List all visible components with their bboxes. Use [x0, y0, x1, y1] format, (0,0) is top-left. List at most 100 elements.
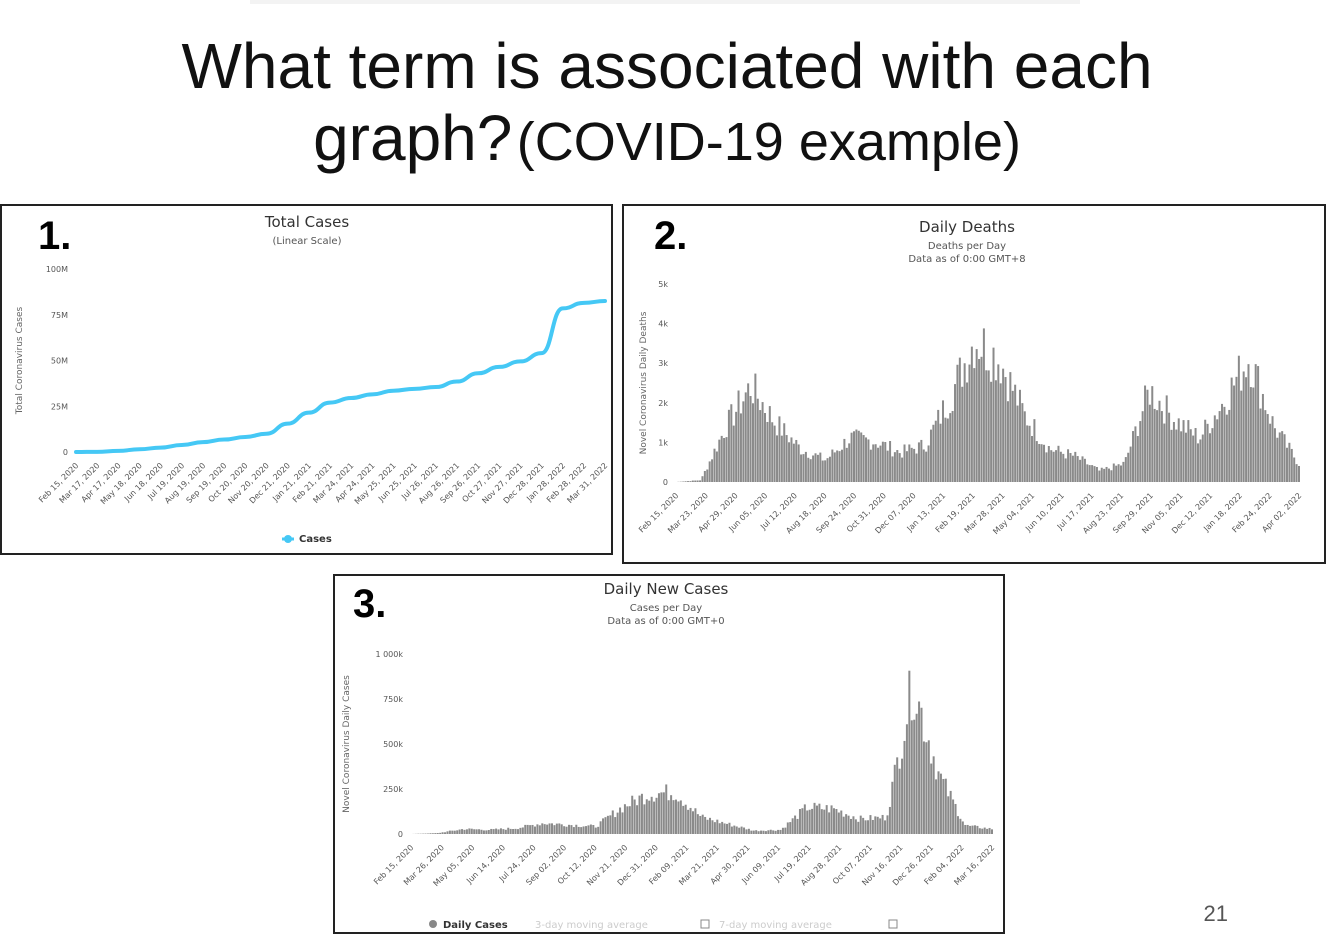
daily-bar	[812, 455, 814, 482]
daily-bar	[1195, 428, 1197, 482]
daily-bar	[677, 801, 679, 834]
daily-bar	[1065, 458, 1067, 482]
daily-bar	[829, 457, 831, 482]
daily-bar	[766, 422, 768, 482]
daily-bar	[990, 382, 992, 482]
daily-bar	[1240, 391, 1242, 482]
daily-bar	[1084, 459, 1086, 482]
daily-bar	[1120, 465, 1122, 482]
slide-title: What term is associated with each graph?…	[0, 30, 1334, 192]
daily-bar	[748, 829, 750, 834]
daily-bar	[954, 384, 956, 482]
daily-bar	[1187, 420, 1189, 482]
daily-bar	[1226, 415, 1228, 482]
daily-bar	[437, 833, 439, 834]
daily-bar	[918, 442, 920, 482]
daily-bar	[891, 782, 893, 834]
daily-bar	[1238, 356, 1240, 482]
daily-bar	[709, 461, 711, 482]
daily-bar	[692, 811, 694, 834]
daily-bar	[621, 812, 623, 834]
y-axis-label: Novel Coronavirus Daily Cases	[342, 675, 352, 813]
daily-bar	[466, 829, 468, 834]
daily-bar	[1024, 411, 1026, 482]
daily-bar	[1221, 404, 1223, 482]
daily-bar	[833, 808, 835, 834]
daily-bar	[1053, 452, 1055, 482]
daily-bar	[723, 438, 725, 482]
daily-bar	[877, 448, 879, 482]
daily-bar	[967, 825, 969, 834]
daily-bar	[762, 402, 764, 482]
daily-bar	[745, 829, 747, 834]
daily-bar	[1296, 464, 1298, 482]
daily-bar	[619, 808, 621, 834]
daily-bar	[1274, 428, 1276, 482]
daily-bar	[850, 819, 852, 834]
data-point	[139, 449, 140, 450]
daily-bar	[870, 450, 872, 482]
daily-bar	[848, 443, 850, 482]
daily-bar	[568, 825, 570, 834]
daily-bar	[807, 458, 809, 482]
daily-bar	[529, 825, 531, 834]
daily-bar	[889, 441, 891, 482]
daily-bar	[784, 828, 786, 834]
daily-bar	[1115, 466, 1117, 482]
daily-bar	[1048, 446, 1050, 482]
daily-bar	[692, 481, 694, 482]
daily-bar	[624, 804, 626, 834]
daily-bar	[446, 831, 448, 834]
data-point	[605, 301, 606, 302]
daily-bar	[590, 825, 592, 834]
daily-bar	[932, 425, 934, 482]
daily-bar	[714, 822, 716, 834]
daily-bar	[1062, 454, 1064, 482]
y-tick-label: 500k	[383, 740, 403, 749]
daily-bar	[716, 820, 718, 834]
daily-bar	[502, 829, 504, 834]
daily-bar	[839, 451, 841, 482]
daily-bar	[1007, 401, 1009, 482]
daily-bar	[668, 800, 670, 834]
daily-bar	[726, 437, 728, 482]
daily-bar	[841, 450, 843, 482]
daily-bar	[614, 817, 616, 834]
daily-bar	[738, 390, 740, 482]
daily-bar	[1122, 462, 1124, 482]
daily-bar	[1298, 466, 1300, 482]
daily-bar	[978, 359, 980, 482]
daily-bar	[966, 382, 968, 482]
daily-bar	[1077, 456, 1079, 482]
daily-bar	[454, 831, 456, 834]
y-tick-label: 4k	[658, 320, 668, 329]
daily-bar	[721, 822, 723, 834]
daily-bar	[1113, 464, 1115, 482]
daily-bar	[685, 805, 687, 834]
data-point	[181, 445, 182, 446]
daily-bar	[1089, 465, 1091, 482]
daily-bar	[1197, 443, 1199, 482]
daily-bar	[730, 404, 732, 482]
daily-bar	[736, 826, 738, 834]
daily-bar	[1279, 432, 1281, 482]
daily-bar	[604, 817, 606, 834]
daily-bar	[699, 816, 701, 834]
legend-marker	[284, 535, 292, 543]
daily-bar	[769, 406, 771, 482]
daily-bar	[772, 830, 774, 834]
daily-bar	[1245, 377, 1247, 482]
daily-bar	[780, 830, 782, 834]
daily-bar	[760, 831, 762, 834]
daily-bar	[824, 460, 826, 482]
daily-bar	[745, 392, 747, 482]
daily-bar	[758, 831, 760, 834]
daily-bar	[468, 828, 470, 834]
daily-bar	[551, 823, 553, 834]
daily-bar	[765, 831, 767, 834]
data-point	[266, 433, 267, 434]
daily-bar	[461, 829, 463, 834]
daily-bar	[1005, 377, 1007, 482]
